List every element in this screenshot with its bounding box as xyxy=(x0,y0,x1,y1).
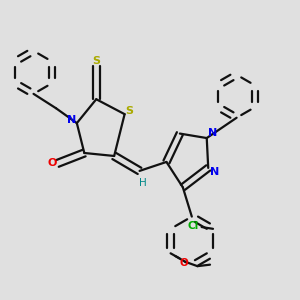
Text: O: O xyxy=(179,258,188,268)
Text: N: N xyxy=(67,115,76,125)
Text: Cl: Cl xyxy=(187,221,198,231)
Text: S: S xyxy=(125,106,134,116)
Text: N: N xyxy=(208,128,217,138)
Text: O: O xyxy=(47,158,57,167)
Text: H: H xyxy=(139,178,146,188)
Text: S: S xyxy=(92,56,100,66)
Text: N: N xyxy=(210,167,219,177)
